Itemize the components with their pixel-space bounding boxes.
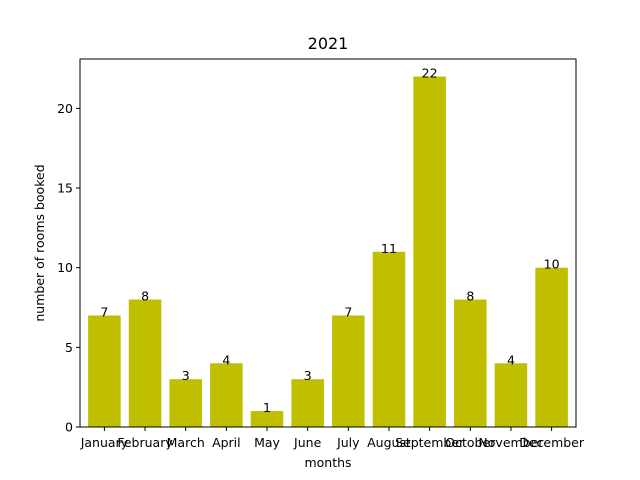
data-label-february: 8	[141, 289, 149, 304]
x-tick-label-february: February	[117, 435, 173, 450]
bars-layer	[88, 76, 568, 428]
x-tick-label-july: July	[336, 435, 360, 450]
data-label-may: 1	[263, 400, 271, 415]
data-label-december: 10	[544, 257, 560, 272]
bar-may	[250, 411, 284, 427]
bar-april	[210, 363, 243, 427]
data-label-april: 4	[222, 352, 230, 367]
x-tick-label-march: March	[167, 435, 205, 450]
data-label-september: 22	[422, 66, 438, 81]
x-tick-label-june: June	[293, 435, 322, 450]
bar-january	[88, 315, 121, 427]
y-tick-label: 10	[57, 260, 73, 275]
x-tick-label-november: November	[478, 435, 544, 450]
y-tick-label: 20	[57, 101, 73, 116]
y-axis-label: number of rooms booked	[32, 164, 47, 321]
x-tick-label-september: September	[395, 435, 465, 450]
x-tick-label-october: October	[445, 435, 496, 450]
x-tick-label-december: December	[519, 435, 585, 450]
y-tick-label: 15	[57, 181, 73, 196]
plot-frame	[79, 58, 577, 428]
data-label-october: 8	[466, 289, 474, 304]
x-tick-label-august: August	[367, 435, 411, 450]
x-tick-label-may: May	[254, 435, 280, 450]
bar-august	[372, 251, 406, 427]
bar-june	[291, 379, 324, 427]
data-label-june: 3	[304, 368, 312, 383]
data-label-january: 7	[100, 304, 108, 319]
bar-november	[494, 363, 528, 427]
data-label-november: 4	[507, 352, 515, 367]
y-tick-label: 0	[65, 420, 73, 435]
bar-october	[454, 299, 487, 427]
bar-july	[332, 315, 365, 427]
data-label-july: 7	[344, 304, 352, 319]
x-axis-label: months	[304, 455, 351, 470]
bar-december	[535, 267, 568, 427]
x-tick-label-april: April	[212, 435, 241, 450]
bar-february	[128, 299, 162, 427]
chart-title: 2021	[308, 34, 349, 53]
y-tick-label: 5	[65, 340, 73, 355]
bar-september	[413, 76, 446, 428]
x-tick-label-january: January	[80, 435, 129, 450]
y-ticks-layer: 0 5 10 15 20	[57, 101, 80, 435]
data-label-august: 11	[381, 241, 397, 256]
data-labels-layer: 7 8 3 4 1 3 7 11 22 8 4 10	[100, 66, 559, 416]
data-label-march: 3	[182, 368, 190, 383]
bar-march	[169, 379, 202, 427]
